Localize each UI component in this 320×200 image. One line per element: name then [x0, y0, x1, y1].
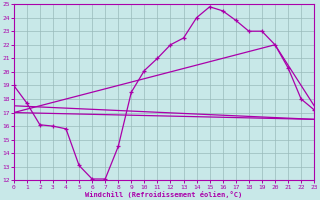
X-axis label: Windchill (Refroidissement éolien,°C): Windchill (Refroidissement éolien,°C): [85, 191, 243, 198]
